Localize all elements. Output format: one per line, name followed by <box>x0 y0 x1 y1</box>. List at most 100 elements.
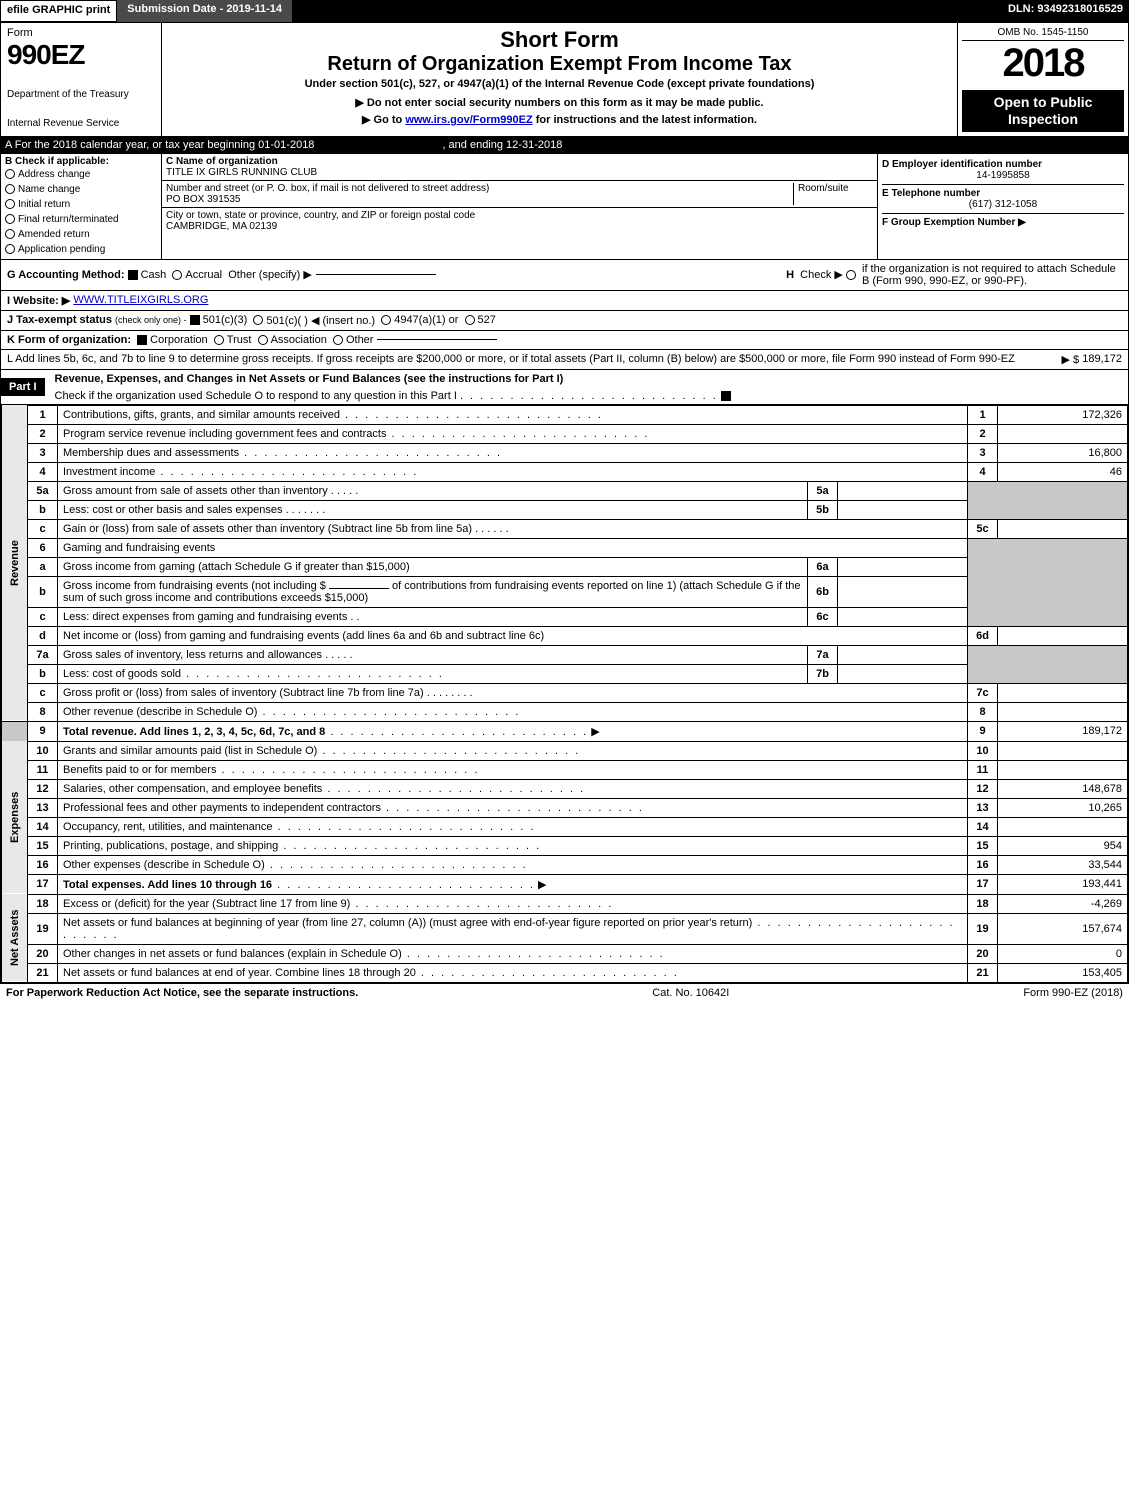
dln-label: DLN: 93492318016529 <box>1002 0 1129 22</box>
line-11-text: Benefits paid to or for members <box>63 764 216 776</box>
instructions-link[interactable]: www.irs.gov/Form990EZ <box>405 114 532 126</box>
cb-name-change[interactable]: Name change <box>5 182 157 197</box>
line-1-box: 1 <box>968 405 998 424</box>
line-15-value: 954 <box>998 836 1128 855</box>
line-13-text: Professional fees and other payments to … <box>63 802 381 814</box>
open-to-public: Open to Public Inspection <box>962 90 1124 132</box>
cb-accrual[interactable] <box>172 270 182 280</box>
corp-label: Corporation <box>150 334 207 346</box>
line-13-num: 13 <box>28 798 58 817</box>
part-i-header: Part I Revenue, Expenses, and Changes in… <box>1 370 1128 405</box>
other-method-input[interactable] <box>316 274 436 275</box>
line-6b-text-1: Gross income from fundraising events (no… <box>63 580 326 592</box>
net-assets-side-label: Net Assets <box>2 894 28 982</box>
line-5a-box: 5a <box>808 481 838 500</box>
expenses-side-label: Expenses <box>2 741 28 894</box>
gray-cell-6 <box>968 538 1128 626</box>
cb-trust[interactable] <box>214 335 224 345</box>
h-label: H <box>786 269 794 281</box>
line-6a-text: Gross income from gaming (attach Schedul… <box>58 557 808 576</box>
h-desc: if the organization is not required to a… <box>862 263 1122 287</box>
line-7a-num: 7a <box>28 645 58 664</box>
line-15-num: 15 <box>28 836 58 855</box>
line-6d-text: Net income or (loss) from gaming and fun… <box>58 626 968 645</box>
other-method-label: Other (specify) ▶ <box>228 268 312 281</box>
other-org-input[interactable] <box>377 339 497 340</box>
line-8-box: 8 <box>968 702 998 721</box>
website-link[interactable]: WWW.TITLEIXGIRLS.ORG <box>73 294 208 306</box>
cash-label: Cash <box>141 269 167 281</box>
line-6b-num: b <box>28 576 58 607</box>
accrual-label: Accrual <box>185 269 222 281</box>
line-6b-box: 6b <box>808 576 838 607</box>
subtitle: Under section 501(c), 527, or 4947(a)(1)… <box>166 78 953 90</box>
line-16-num: 16 <box>28 855 58 874</box>
line-20-value: 0 <box>998 944 1128 963</box>
line-14-box: 14 <box>968 817 998 836</box>
line-6d-value <box>998 626 1128 645</box>
cb-final-return[interactable]: Final return/terminated <box>5 212 157 227</box>
line-16-text: Other expenses (describe in Schedule O) <box>63 859 265 871</box>
line-16-box: 16 <box>968 855 998 874</box>
j-sub: (check only one) - <box>115 315 187 325</box>
form-label: Form <box>7 27 155 39</box>
line-3-num: 3 <box>28 443 58 462</box>
ein-value: 14-1995858 <box>882 170 1124 181</box>
line-17-text: Total expenses. Add lines 10 through 16 <box>63 879 272 891</box>
header-right: OMB No. 1545-1150 2018 Open to Public In… <box>958 23 1128 136</box>
cb-address-change[interactable]: Address change <box>5 167 157 182</box>
f-label: F Group Exemption Number ▶ <box>882 214 1124 228</box>
line-21-num: 21 <box>28 963 58 982</box>
row-a-tax-year: A For the 2018 calendar year, or tax yea… <box>1 137 1128 154</box>
cb-501c[interactable] <box>253 315 263 325</box>
line-6b-amount-input[interactable] <box>329 588 389 589</box>
city-value: CAMBRIDGE, MA 02139 <box>166 221 873 232</box>
header-center: Short Form Return of Organization Exempt… <box>161 23 958 136</box>
goto-prefix: ▶ Go to <box>362 114 405 126</box>
line-15-text: Printing, publications, postage, and shi… <box>63 840 278 852</box>
line-6-num: 6 <box>28 538 58 557</box>
cb-schedule-o[interactable] <box>721 391 731 401</box>
line-11-box: 11 <box>968 760 998 779</box>
line-20-text: Other changes in net assets or fund bala… <box>63 948 402 960</box>
top-bar: efile GRAPHIC print Submission Date - 20… <box>0 0 1129 22</box>
line-19-num: 19 <box>28 913 58 944</box>
part-i-title: Revenue, Expenses, and Changes in Net As… <box>51 370 1128 388</box>
footer-left: For Paperwork Reduction Act Notice, see … <box>6 987 358 999</box>
phone-value: (617) 312-1058 <box>882 199 1124 210</box>
dept-treasury: Department of the Treasury <box>7 89 155 100</box>
cb-amended-return[interactable]: Amended return <box>5 227 157 242</box>
cb-cash[interactable] <box>128 270 138 280</box>
line-19-value: 157,674 <box>998 913 1128 944</box>
line-12-text: Salaries, other compensation, and employ… <box>63 783 322 795</box>
cb-initial-return[interactable]: Initial return <box>5 197 157 212</box>
cb-527[interactable] <box>465 315 475 325</box>
gray-cell-7 <box>968 645 1128 683</box>
cb-schedule-b[interactable] <box>846 270 856 280</box>
line-8-text: Other revenue (describe in Schedule O) <box>63 706 257 718</box>
line-1-num: 1 <box>28 405 58 424</box>
meta-grid: B Check if applicable: Address change Na… <box>1 154 1128 260</box>
row-l-gross: L Add lines 5b, 6c, and 7b to line 9 to … <box>1 350 1128 370</box>
tax-year-end: , and ending 12-31-2018 <box>438 137 566 153</box>
tax-year-begin: A For the 2018 calendar year, or tax yea… <box>1 137 318 153</box>
line-21-box: 21 <box>968 963 998 982</box>
line-5c-text: Gain or (loss) from sale of assets other… <box>63 523 472 535</box>
cb-application-pending[interactable]: Application pending <box>5 242 157 257</box>
cb-corporation[interactable] <box>137 335 147 345</box>
line-8-value <box>998 702 1128 721</box>
cb-501c3[interactable] <box>190 315 200 325</box>
cb-4947[interactable] <box>381 315 391 325</box>
cb-other-org[interactable] <box>333 335 343 345</box>
line-6a-num: a <box>28 557 58 576</box>
e-label: E Telephone number <box>882 188 1124 199</box>
street-label: Number and street (or P. O. box, if mail… <box>166 183 793 194</box>
org-name: TITLE IX GIRLS RUNNING CLUB <box>166 167 873 178</box>
line-17-num: 17 <box>28 874 58 894</box>
line-10-value <box>998 741 1128 760</box>
line-4-box: 4 <box>968 462 998 481</box>
cb-association[interactable] <box>258 335 268 345</box>
line-18-text: Excess or (deficit) for the year (Subtra… <box>63 898 350 910</box>
line-10-text: Grants and similar amounts paid (list in… <box>63 745 317 757</box>
efile-print-button[interactable]: efile GRAPHIC print <box>0 0 117 22</box>
